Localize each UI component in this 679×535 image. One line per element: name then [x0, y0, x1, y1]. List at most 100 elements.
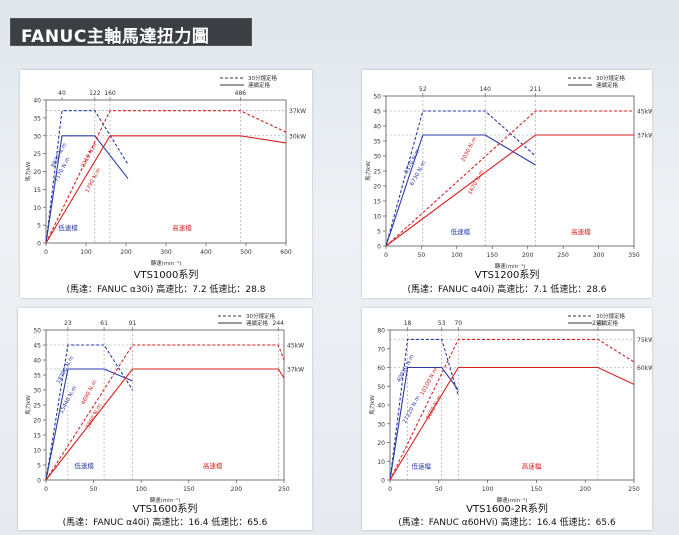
series-line-solid — [45, 135, 129, 244]
gear-region-label: 低速檔 — [411, 461, 431, 470]
x-axis-label: 轉速(min⁻¹) — [151, 259, 182, 267]
y-tick-label: 0 — [37, 478, 41, 485]
series-line-dashed — [389, 338, 635, 481]
series-line-dashed — [389, 338, 459, 481]
y-tick-label: 80 — [377, 328, 385, 335]
x-tick-label: 250 — [557, 252, 569, 259]
legend-dashed-label: 30分鐘定格 — [596, 312, 625, 320]
series-line-solid — [385, 134, 634, 247]
x-tick-label: 200 — [522, 252, 534, 259]
x-tick-label: 100 — [80, 249, 92, 256]
chart-panel-vts1600: 0 5 10 15 20 25 30 35 40 45 50 0 50 100 150 200 250 轉速(mi… — [18, 308, 312, 530]
x-axis-label: 轉速(min⁻¹) — [495, 262, 526, 270]
y-tick-label: 25 — [373, 169, 381, 176]
x-tick-label: 350 — [628, 252, 640, 259]
y-tick-label: 45 — [373, 109, 381, 116]
chart-title: VTS1600系列 — [132, 504, 198, 515]
x-tick-label: 600 — [280, 249, 292, 256]
top-tick-label: 160 — [104, 90, 116, 97]
x-tick-label: 200 — [231, 486, 243, 493]
top-tick-label: 213 — [592, 320, 604, 327]
x-tick-label: 150 — [531, 486, 543, 493]
top-tick-label: 70 — [454, 320, 462, 327]
chart-panel-vts1200: 0 5 10 15 20 25 30 35 40 45 50 0 50 100 150 200 250 300 35… — [362, 70, 652, 298]
x-axis-label: 轉速(min⁻¹) — [150, 496, 181, 504]
x-tick-label: 100 — [135, 486, 147, 493]
power-label: 37kW — [287, 367, 304, 374]
chart-panel-vts1000: 0 5 10 15 20 25 30 35 40 0 100 200 300 400 500 600 轉速(mi… — [20, 70, 312, 298]
plot-area — [389, 329, 635, 481]
chart-title: VTS1600-2R系列 — [466, 504, 548, 515]
top-tick-label: 61 — [100, 320, 108, 327]
series-line-solid — [385, 134, 536, 247]
top-tick-label: 244 — [273, 320, 285, 327]
chart-subtitle: (馬達：FANUC α40i) 高速比：16.4 低速比：65.6 — [62, 518, 268, 528]
legend-dashed-label: 30分鐘定格 — [596, 74, 625, 82]
y-tick-label: 30 — [33, 388, 41, 395]
series-line-solid — [45, 135, 287, 244]
chart-svg: 0 10 20 30 40 50 60 70 80 0 50 100 150 200 250 轉速(min⁻¹… — [368, 312, 652, 504]
x-tick-label: 50 — [435, 486, 443, 493]
chart-subtitle: (馬達：FANUC α60HVi) 高速比：16.4 低速比：65.6 — [398, 518, 616, 528]
top-tick-label: 53 — [438, 320, 446, 327]
top-tick-label: 211 — [530, 86, 542, 93]
y-tick-label: 25 — [33, 403, 41, 410]
x-tick-label: 250 — [628, 486, 640, 493]
top-tick-label: 486 — [235, 90, 247, 97]
y-tick-label: 5 — [37, 463, 41, 470]
y-tick-label: 30 — [33, 133, 41, 140]
y-tick-label: 50 — [373, 94, 381, 101]
y-tick-label: 40 — [33, 98, 41, 105]
legend-solid-label: 連續定格 — [596, 81, 619, 89]
x-tick-label: 0 — [384, 252, 388, 259]
chart-subtitle: (馬達：FANUC α30i) 高速比：7.2 低速比：28.8 — [66, 285, 266, 295]
top-tick-label: 52 — [419, 86, 427, 93]
x-tick-label: 150 — [487, 252, 499, 259]
chart-title: VTS1000系列 — [133, 270, 199, 281]
y-tick-label: 0 — [37, 241, 41, 248]
plot-area — [45, 329, 285, 481]
y-tick-label: 70 — [377, 346, 385, 353]
y-tick-label: 30 — [377, 421, 385, 428]
y-tick-label: 35 — [373, 139, 381, 146]
y-axis-label: 馬力kW — [24, 395, 32, 415]
x-tick-label: 500 — [240, 249, 252, 256]
top-tick-label: 140 — [479, 86, 491, 93]
y-tick-label: 35 — [33, 373, 41, 380]
x-tick-label: 200 — [579, 486, 591, 493]
y-tick-label: 15 — [33, 433, 41, 440]
gear-region-label: 高速檔 — [172, 223, 192, 232]
x-tick-label: 300 — [593, 252, 605, 259]
x-tick-label: 50 — [90, 486, 98, 493]
chart-panel-vts1600-2r: 0 10 20 30 40 50 60 70 80 0 50 100 150 200 250 轉速(min⁻¹… — [362, 308, 652, 530]
y-tick-label: 45 — [33, 343, 41, 350]
x-tick-label: 100 — [451, 252, 463, 259]
x-tick-label: 0 — [44, 486, 48, 493]
series-line-dashed — [385, 110, 634, 247]
power-label: 37kW — [637, 133, 652, 140]
power-label: 60kW — [637, 365, 652, 372]
chart-svg: 0 5 10 15 20 25 30 35 40 45 50 0 50 100 150 200 250 300 35… — [364, 74, 652, 270]
plot-area — [45, 99, 287, 244]
gear-region-label: 高速檔 — [203, 461, 223, 470]
y-tick-label: 20 — [377, 440, 385, 447]
x-axis-label: 轉速(min⁻¹) — [497, 496, 528, 504]
page-title-bar: FANUC主軸馬達扭力圖 — [10, 18, 252, 47]
legend-dashed-label: 30分鐘定格 — [246, 312, 275, 320]
x-tick-label: 300 — [160, 249, 172, 256]
top-tick-label: 23 — [64, 320, 72, 327]
y-tick-label: 10 — [377, 459, 385, 466]
y-tick-label: 50 — [377, 384, 385, 391]
gear-region-label: 高速檔 — [522, 461, 542, 470]
power-label: 45kW — [287, 343, 304, 350]
plot-area — [385, 95, 635, 247]
y-tick-label: 40 — [377, 403, 385, 410]
y-tick-label: 20 — [373, 184, 381, 191]
y-tick-label: 40 — [373, 124, 381, 131]
y-axis-label: 馬力kW — [364, 161, 372, 181]
x-tick-label: 200 — [120, 249, 132, 256]
legend-solid-label: 連續定格 — [248, 81, 271, 89]
y-tick-label: 25 — [33, 151, 41, 158]
x-tick-label: 50 — [418, 252, 426, 259]
